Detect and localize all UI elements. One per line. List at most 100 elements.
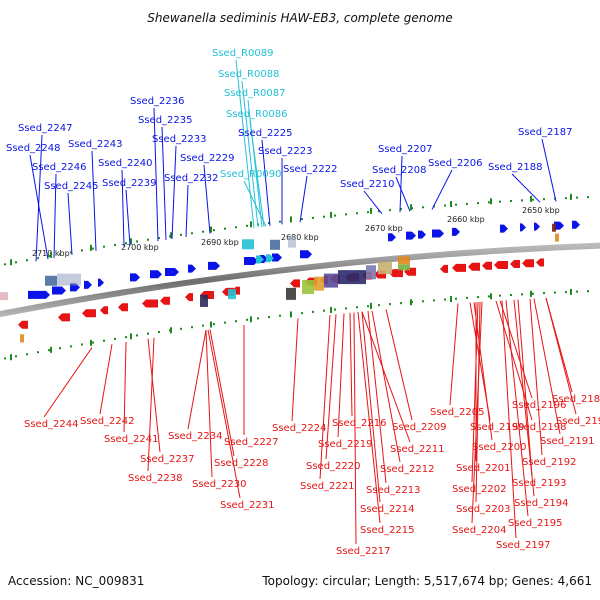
forward-gene-label[interactable]: Ssed_2222 xyxy=(283,164,338,175)
reverse-gene-label[interactable]: Ssed_2244 xyxy=(24,419,79,430)
forward-gene-label[interactable]: Ssed_2240 xyxy=(98,158,153,169)
reverse-gene-arrow[interactable] xyxy=(160,296,170,305)
forward-gene-arrow[interactable] xyxy=(432,229,444,238)
reverse-gene-label[interactable]: Ssed_2214 xyxy=(360,504,415,515)
reverse-gene-label[interactable]: Ssed_2215 xyxy=(360,525,415,536)
reverse-gene-label[interactable]: Ssed_2219 xyxy=(318,439,373,450)
reverse-gene-label[interactable]: Ssed_2193 xyxy=(512,478,567,489)
forward-gene-label[interactable]: Ssed_2223 xyxy=(258,146,313,157)
reverse-gene-label[interactable]: Ssed_2242 xyxy=(80,416,135,427)
reverse-gene-label[interactable]: Ssed_2205 xyxy=(430,407,485,418)
forward-gene-arrow[interactable] xyxy=(165,268,179,277)
forward-gene-arrow[interactable] xyxy=(418,230,426,239)
forward-gene-arrow[interactable] xyxy=(520,223,526,232)
forward-gene-label[interactable]: Ssed_2207 xyxy=(378,144,433,155)
reverse-gene-label[interactable]: Ssed_2197 xyxy=(496,540,551,551)
forward-gene-arrow[interactable] xyxy=(98,278,104,287)
reverse-gene-label[interactable]: Ssed_2228 xyxy=(214,458,269,469)
reverse-gene-label[interactable]: Ssed_2227 xyxy=(224,437,279,448)
forward-gene-arrow[interactable] xyxy=(572,220,580,229)
reverse-gene-label[interactable]: Ssed_2238 xyxy=(128,473,183,484)
reverse-gene-arrow[interactable] xyxy=(18,320,28,329)
forward-gene-label[interactable]: Ssed_2236 xyxy=(130,96,185,107)
reverse-gene-label[interactable]: Ssed_2224 xyxy=(272,423,327,434)
reverse-gene-label[interactable]: Ssed_2216 xyxy=(332,418,387,429)
reverse-gene-label[interactable]: Ssed_2220 xyxy=(306,461,361,472)
reverse-gene-label[interactable]: Ssed_2221 xyxy=(300,481,355,492)
forward-gene-arrow[interactable] xyxy=(84,280,92,289)
reverse-gene-label[interactable]: Ssed_2190 xyxy=(556,416,600,427)
reverse-gene-label[interactable]: Ssed_2209 xyxy=(392,422,447,433)
reverse-gene-arrow[interactable] xyxy=(536,258,544,267)
reverse-gene-arrow[interactable] xyxy=(522,259,534,268)
forward-gene-label[interactable]: Ssed_2206 xyxy=(428,158,483,169)
forward-gene-arrow[interactable] xyxy=(244,257,258,266)
forward-gene-label[interactable]: Ssed_2187 xyxy=(518,127,573,138)
reverse-gene-label[interactable]: Ssed_2213 xyxy=(366,485,421,496)
reverse-gene-label[interactable]: Ssed_2189 xyxy=(552,394,600,405)
reverse-gene-label[interactable]: Ssed_2212 xyxy=(380,464,435,475)
reverse-gene-label[interactable]: Ssed_2196 xyxy=(512,400,567,411)
forward-gene-arrow[interactable] xyxy=(500,224,508,233)
reverse-gene-arrow[interactable] xyxy=(58,313,70,322)
forward-gene-label[interactable]: Ssed_2248 xyxy=(6,143,61,154)
forward-gene-label[interactable]: Ssed_R0088 xyxy=(218,69,279,80)
forward-gene-label[interactable]: Ssed_2247 xyxy=(18,123,73,134)
forward-gene-label[interactable]: Ssed_R0089 xyxy=(212,48,273,59)
reverse-gene-arrow[interactable] xyxy=(452,263,466,272)
reverse-gene-arrow[interactable] xyxy=(100,306,108,315)
reverse-gene-label[interactable]: Ssed_2195 xyxy=(508,518,563,529)
reverse-gene-label[interactable]: Ssed_2204 xyxy=(452,525,507,536)
reverse-gene-label[interactable]: Ssed_2200 xyxy=(472,442,527,453)
forward-gene-label[interactable]: Ssed_2246 xyxy=(32,162,87,173)
reverse-gene-label[interactable]: Ssed_2217 xyxy=(336,546,391,557)
forward-gene-label[interactable]: Ssed_R0090 xyxy=(220,169,281,180)
forward-gene-label[interactable]: Ssed_2245 xyxy=(44,181,99,192)
reverse-gene-arrow[interactable] xyxy=(185,293,193,302)
forward-gene-label[interactable]: Ssed_2235 xyxy=(138,115,193,126)
reverse-gene-arrow[interactable] xyxy=(142,299,158,308)
reverse-gene-label[interactable]: Ssed_2203 xyxy=(456,504,511,515)
reverse-gene-arrow[interactable] xyxy=(494,260,508,269)
forward-gene-arrow[interactable] xyxy=(554,221,564,230)
forward-gene-arrow[interactable] xyxy=(150,270,162,279)
reverse-gene-arrow[interactable] xyxy=(82,309,96,318)
reverse-gene-label[interactable]: Ssed_2211 xyxy=(390,444,445,455)
forward-gene-arrow[interactable] xyxy=(452,227,460,236)
forward-gene-label[interactable]: Ssed_2225 xyxy=(238,128,293,139)
reverse-gene-label[interactable]: Ssed_2199 xyxy=(470,422,525,433)
forward-gene-arrow[interactable] xyxy=(208,261,220,270)
reverse-gene-arrow[interactable] xyxy=(440,264,448,273)
reverse-gene-label[interactable]: Ssed_2241 xyxy=(104,434,159,445)
reverse-gene-label[interactable]: Ssed_2198 xyxy=(512,422,567,433)
reverse-gene-label[interactable]: Ssed_2191 xyxy=(540,436,595,447)
forward-gene-label[interactable]: Ssed_2188 xyxy=(488,162,543,173)
reverse-gene-arrow[interactable] xyxy=(118,303,128,312)
reverse-gene-arrow[interactable] xyxy=(389,269,403,278)
reverse-gene-label[interactable]: Ssed_2202 xyxy=(452,484,507,495)
forward-gene-label[interactable]: Ssed_2210 xyxy=(340,179,395,190)
reverse-gene-label[interactable]: Ssed_2230 xyxy=(192,479,247,490)
forward-gene-label[interactable]: Ssed_2229 xyxy=(180,153,235,164)
forward-gene-arrow[interactable] xyxy=(28,290,50,299)
forward-gene-arrow[interactable] xyxy=(266,254,274,263)
reverse-gene-label[interactable]: Ssed_2234 xyxy=(168,431,223,442)
forward-gene-arrow[interactable] xyxy=(300,250,312,259)
reverse-gene-label[interactable]: Ssed_2237 xyxy=(140,454,195,465)
forward-gene-arrow[interactable] xyxy=(256,255,264,264)
reverse-gene-arrow[interactable] xyxy=(290,279,300,288)
forward-gene-arrow[interactable] xyxy=(534,222,540,231)
reverse-gene-arrow[interactable] xyxy=(482,261,492,270)
forward-gene-label[interactable]: Ssed_2239 xyxy=(102,178,157,189)
forward-gene-label[interactable]: Ssed_2232 xyxy=(164,173,219,184)
reverse-gene-arrow[interactable] xyxy=(510,260,520,269)
reverse-gene-label[interactable]: Ssed_2194 xyxy=(514,498,569,509)
forward-gene-label[interactable]: Ssed_R0086 xyxy=(226,109,287,120)
reverse-gene-label[interactable]: Ssed_2192 xyxy=(522,457,577,468)
forward-gene-label[interactable]: Ssed_R0087 xyxy=(224,88,285,99)
forward-gene-arrow[interactable] xyxy=(388,233,396,242)
forward-gene-label[interactable]: Ssed_2233 xyxy=(152,134,207,145)
forward-gene-arrow[interactable] xyxy=(52,286,66,295)
reverse-gene-arrow[interactable] xyxy=(468,262,480,271)
forward-gene-arrow[interactable] xyxy=(130,273,140,282)
